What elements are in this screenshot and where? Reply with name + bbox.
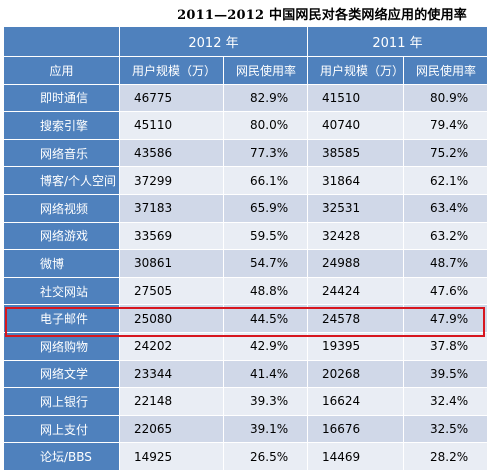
rate-2011-cell: 32.5% [403, 414, 488, 444]
app-cell: 网络文学 [3, 359, 120, 389]
year-header-row: 2012 年 2011 年 [3, 26, 488, 57]
usage-table: 2012 年 2011 年 应用 用户规模（万） 网民使用率 用户规模（万） 网… [3, 26, 488, 471]
users-2012-cell: 24202 [119, 331, 224, 361]
users-2011-cell: 20268 [307, 359, 404, 389]
users-2011-cell: 38585 [307, 138, 404, 168]
app-cell: 电子邮件 [3, 304, 120, 333]
rate-2012-cell: 59.5% [223, 221, 308, 251]
users-2012-cell: 43586 [119, 138, 224, 168]
users-2011-cell: 16624 [307, 387, 404, 416]
app-cell: 网络音乐 [3, 138, 120, 168]
app-cell: 即时通信 [3, 83, 120, 113]
app-cell: 微博 [3, 249, 120, 278]
rate-2012-cell: 26.5% [223, 442, 308, 471]
rate-2011-cell: 37.8% [403, 331, 488, 361]
users-2011-cell: 24424 [307, 276, 404, 306]
table-row: 博客/个人空间 37299 66.1% 31864 62.1% [3, 166, 488, 195]
rate-2011-cell: 63.2% [403, 221, 488, 251]
app-cell: 网络游戏 [3, 221, 120, 251]
column-header-users-2012: 用户规模（万） [119, 56, 224, 85]
rate-2012-cell: 48.8% [223, 276, 308, 306]
users-2012-cell: 22148 [119, 387, 224, 416]
table-row: 微博 30861 54.7% 24988 48.7% [3, 249, 488, 278]
users-2012-cell: 45110 [119, 111, 224, 140]
table-row: 网络购物 24202 42.9% 19395 37.8% [3, 331, 488, 361]
rate-2011-cell: 47.6% [403, 276, 488, 306]
users-2012-cell: 22065 [119, 414, 224, 444]
app-cell: 网络购物 [3, 331, 120, 361]
table-body: 即时通信 46775 82.9% 41510 80.9% 搜索引擎 45110 80.0% 40… [3, 83, 488, 471]
column-header-users-2011: 用户规模（万） [307, 56, 404, 85]
users-2011-cell: 41510 [307, 83, 404, 113]
rate-2012-cell: 44.5% [223, 304, 308, 333]
rate-2012-cell: 65.9% [223, 193, 308, 223]
users-2012-cell: 27505 [119, 276, 224, 306]
users-2011-cell: 14469 [307, 442, 404, 471]
table-row: 网络音乐 43586 77.3% 38585 75.2% [3, 138, 488, 168]
usage-table-container: 2012 年 2011 年 应用 用户规模（万） 网民使用率 用户规模（万） 网… [3, 26, 488, 472]
rate-2011-cell: 80.9% [403, 83, 488, 113]
app-cell: 博客/个人空间 [3, 166, 120, 195]
app-cell: 网上银行 [3, 387, 120, 416]
users-2012-cell: 25080 [119, 304, 224, 333]
column-header-rate-2012: 网民使用率 [223, 56, 308, 85]
rate-2012-cell: 66.1% [223, 166, 308, 195]
users-2011-cell: 19395 [307, 331, 404, 361]
rate-2012-cell: 41.4% [223, 359, 308, 389]
year-header-2012: 2012 年 [119, 26, 308, 57]
users-2012-cell: 30861 [119, 249, 224, 278]
table-row: 网络视频 37183 65.9% 32531 63.4% [3, 193, 488, 223]
users-2011-cell: 32428 [307, 221, 404, 251]
users-2012-cell: 14925 [119, 442, 224, 471]
rate-2011-cell: 48.7% [403, 249, 488, 278]
app-cell: 社交网站 [3, 276, 120, 306]
column-header-rate-2011: 网民使用率 [403, 56, 488, 85]
users-2012-cell: 37183 [119, 193, 224, 223]
users-2011-cell: 24578 [307, 304, 404, 333]
users-2011-cell: 40740 [307, 111, 404, 140]
column-header-row: 应用 用户规模（万） 网民使用率 用户规模（万） 网民使用率 [3, 56, 488, 85]
table-title: 2011—2012 中国网民对各类网络应用的使用率 [177, 8, 467, 23]
app-cell: 网络视频 [3, 193, 120, 223]
rate-2012-cell: 80.0% [223, 111, 308, 140]
users-2011-cell: 31864 [307, 166, 404, 195]
users-2011-cell: 32531 [307, 193, 404, 223]
column-header-app: 应用 [3, 56, 120, 85]
year-header-2011: 2011 年 [307, 26, 488, 57]
rate-2012-cell: 54.7% [223, 249, 308, 278]
rate-2011-cell: 79.4% [403, 111, 488, 140]
rate-2011-cell: 28.2% [403, 442, 488, 471]
rate-2012-cell: 77.3% [223, 138, 308, 168]
rate-2011-cell: 47.9% [403, 304, 488, 333]
users-2012-cell: 37299 [119, 166, 224, 195]
rate-2011-cell: 63.4% [403, 193, 488, 223]
table-row: 网上银行 22148 39.3% 16624 32.4% [3, 387, 488, 416]
users-2012-cell: 33569 [119, 221, 224, 251]
table-row: 网上支付 22065 39.1% 16676 32.5% [3, 414, 488, 444]
rate-2012-cell: 39.3% [223, 387, 308, 416]
users-2012-cell: 23344 [119, 359, 224, 389]
table-row: 论坛/BBS 14925 26.5% 14469 28.2% [3, 442, 488, 471]
users-2011-cell: 24988 [307, 249, 404, 278]
rate-2011-cell: 32.4% [403, 387, 488, 416]
users-2011-cell: 16676 [307, 414, 404, 444]
table-row: 即时通信 46775 82.9% 41510 80.9% [3, 83, 488, 113]
table-row: 社交网站 27505 48.8% 24424 47.6% [3, 276, 488, 306]
app-cell: 搜索引擎 [3, 111, 120, 140]
rate-2011-cell: 39.5% [403, 359, 488, 389]
table-row: 网络文学 23344 41.4% 20268 39.5% [3, 359, 488, 389]
rate-2012-cell: 82.9% [223, 83, 308, 113]
table-row: 网络游戏 33569 59.5% 32428 63.2% [3, 221, 488, 251]
year-header-blank [3, 26, 120, 57]
app-cell: 网上支付 [3, 414, 120, 444]
table-row: 搜索引擎 45110 80.0% 40740 79.4% [3, 111, 488, 140]
users-2012-cell: 46775 [119, 83, 224, 113]
app-cell: 论坛/BBS [3, 442, 120, 471]
rate-2011-cell: 75.2% [403, 138, 488, 168]
rate-2012-cell: 39.1% [223, 414, 308, 444]
rate-2011-cell: 62.1% [403, 166, 488, 195]
rate-2012-cell: 42.9% [223, 331, 308, 361]
table-row: 电子邮件 25080 44.5% 24578 47.9% [3, 304, 488, 333]
